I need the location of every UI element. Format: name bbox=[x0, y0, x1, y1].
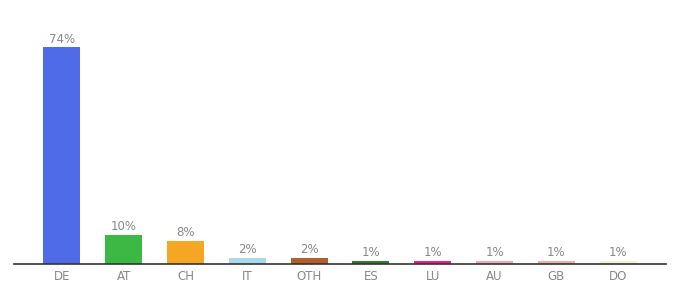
Bar bbox=[105, 235, 142, 264]
Text: 1%: 1% bbox=[609, 246, 628, 259]
Text: 8%: 8% bbox=[176, 226, 194, 239]
Bar bbox=[600, 261, 636, 264]
Text: 10%: 10% bbox=[111, 220, 137, 233]
Text: 1%: 1% bbox=[424, 246, 442, 259]
Bar bbox=[476, 261, 513, 264]
Bar bbox=[290, 258, 328, 264]
Bar bbox=[167, 241, 204, 264]
Bar bbox=[352, 261, 390, 264]
Bar bbox=[228, 258, 266, 264]
Text: 1%: 1% bbox=[362, 246, 380, 259]
Text: 2%: 2% bbox=[300, 243, 318, 256]
Bar bbox=[538, 261, 575, 264]
Bar bbox=[414, 261, 452, 264]
Text: 1%: 1% bbox=[486, 246, 504, 259]
Text: 1%: 1% bbox=[547, 246, 566, 259]
Bar bbox=[44, 47, 80, 264]
Text: 74%: 74% bbox=[49, 33, 75, 46]
Text: 2%: 2% bbox=[238, 243, 256, 256]
